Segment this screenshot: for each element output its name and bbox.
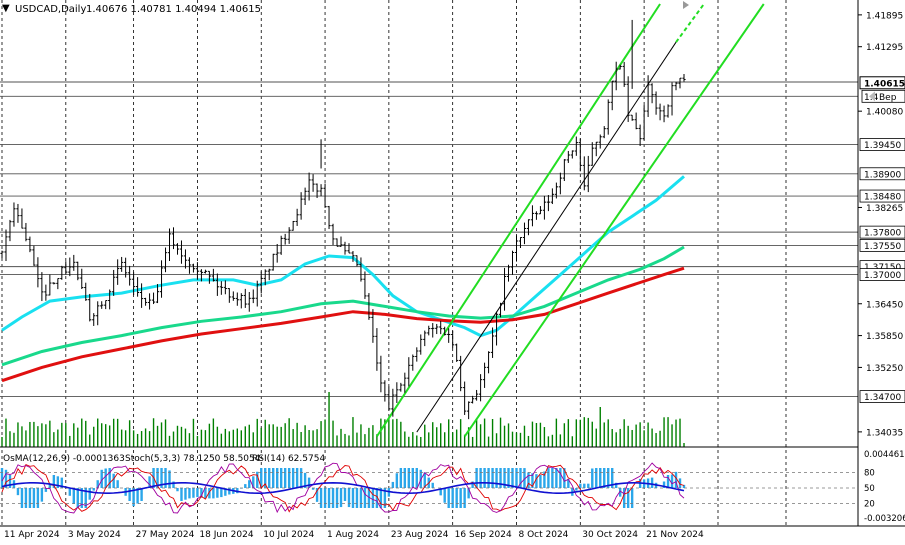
time-tick-label: 23 Aug 2024 [391,530,449,540]
moving-average-line [1,266,685,383]
channel-line [416,41,677,433]
stoch-signal-line [1,464,685,513]
price-tick-label: 1.41295 [866,43,903,53]
rsi-line [1,462,685,514]
indicator-scale-label: 50 [864,484,875,494]
chart-shift-icon [683,1,689,9]
price-tick-label: 1.34035 [866,428,903,438]
collapse-icon[interactable]: ▼ [2,3,10,14]
stoch-header: Stoch(5,3,3) 78.1250 58.5054 [125,454,261,464]
level-label: 1.38480 [864,193,901,203]
time-tick-label: 30 Oct 2024 [582,530,638,540]
symbol-title: USDCAD,Daily [15,4,86,15]
rsi-header: RSI(14) 62.5754 [252,454,325,464]
level-label-box [859,238,905,252]
level-label-box [859,167,905,181]
level-label: 1.38900 [864,170,901,180]
price-tick-label: 1.35850 [866,332,903,342]
bep-label: Bep [879,93,897,103]
level-label: 1.37150 [864,263,901,273]
time-tick-label: 3 May 2024 [68,530,121,540]
time-tick-label: 10 Jul 2024 [263,530,314,540]
level-label: 1.34700 [864,393,901,403]
labels: 1.41895 1.41295 1.40080 1.38265 1.36450 1.358… [4,1,905,540]
level-label: 1.37550 [864,242,901,252]
time-tick-label: 27 May 2024 [136,530,195,540]
price-tick-label: 1.40080 [866,108,903,118]
volume-bars [1,392,685,447]
axes [0,0,905,527]
level-label-box [859,390,905,403]
level-label-box [859,268,905,281]
time-tick-label: 21 Nov 2024 [646,530,704,540]
time-tick-label: 11 Apr 2024 [4,530,60,540]
time-tick-label: 1 Aug 2024 [327,530,379,540]
level-label-box [859,138,905,151]
price-tick-label: 1.35250 [866,364,903,374]
moving-average-line [1,175,685,338]
indicator-panel [0,462,858,514]
price-tick-label: 1.38265 [866,204,903,214]
time-tick-label: 16 Sep 2024 [455,530,512,540]
level-label: 1.37000 [864,271,901,281]
price-tick-label: 1.41895 [866,11,903,21]
channel-line [463,3,765,437]
trend-channel [376,3,765,437]
time-tick-label: 8 Oct 2024 [518,530,568,540]
channel-line [376,3,661,437]
level-label: 1.39450 [864,141,901,151]
stoch-main-line [1,481,685,495]
moving-averages [1,175,685,383]
horizontal-levels [0,81,858,398]
channel-line [675,3,705,43]
indicator-scale-label: 80 [864,468,875,478]
level-label-box [859,189,905,203]
moving-average-line [1,245,685,367]
time-tick-label: 18 Jun 2024 [199,530,253,540]
ohlc-values: 1.40676 1.40781 1.40494 1.40615 [86,4,261,15]
osma-header: OsMA(12,26,9) -0.0001363 [3,454,125,464]
indicator-scale-label: 0.0044615 [864,450,905,460]
bep-arrow-icon [869,91,875,102]
price-tick-label: 1.36450 [866,300,903,310]
price-bars [0,19,686,420]
indicator-scale-label: 20 [864,500,875,510]
current-price-label: 1.40615 [864,79,905,89]
current-price-box [859,76,905,90]
level-label: 1.37800 [864,229,901,239]
level-label-box [859,225,905,239]
indicator-scale-label: -0.0032069 [864,514,905,524]
